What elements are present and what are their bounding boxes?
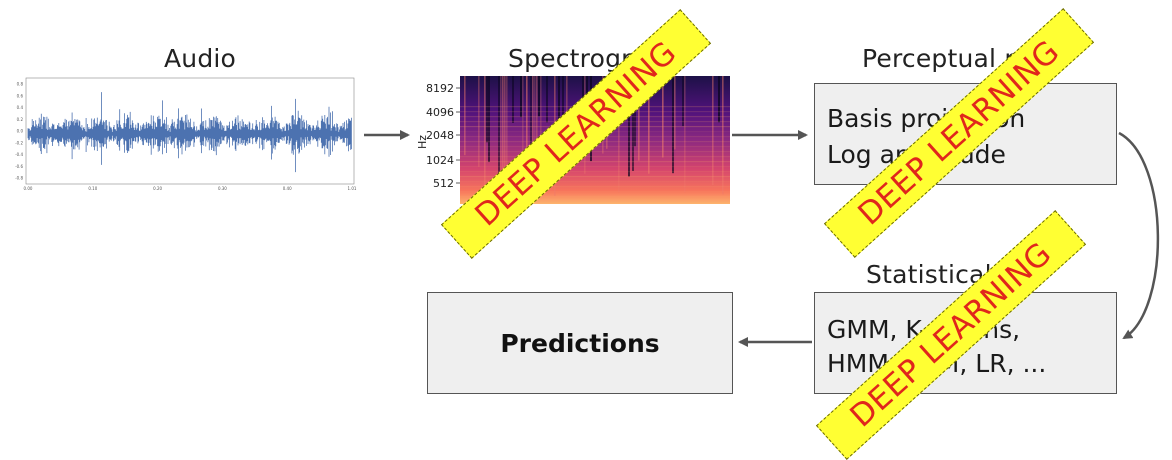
spectrogram-y-tick: 4096 bbox=[426, 106, 454, 119]
waveform-x-tick: 0.20 bbox=[153, 186, 162, 191]
waveform-x-tick: 1.01 bbox=[348, 186, 357, 191]
predictions-label: Predictions bbox=[500, 328, 660, 358]
predictions-box: Predictions bbox=[427, 292, 733, 394]
audio-label: Audio bbox=[164, 44, 237, 73]
waveform-y-tick: 0.6 bbox=[17, 93, 24, 98]
flow-arrows bbox=[364, 130, 1160, 347]
spectrogram-y-tick: 2048 bbox=[426, 129, 454, 142]
waveform-y-tick: -0.4 bbox=[15, 152, 23, 157]
waveform-y-tick: -0.2 bbox=[15, 140, 23, 145]
waveform-y-tick: 0.4 bbox=[17, 105, 24, 110]
waveform-plot: 0.8 0.6 0.4 0.2 0.0 -0.2 -0.4 -0.6 -0.8 0.00 0.10… bbox=[15, 77, 357, 191]
arrow-perceptual-to-statistical bbox=[1118, 131, 1160, 340]
spectrogram-y-tick: 8192 bbox=[426, 82, 454, 95]
waveform-x-tick: 0.10 bbox=[88, 186, 97, 191]
waveform-x-tick: 0.40 bbox=[283, 186, 292, 191]
spectrogram-y-tick: 512 bbox=[433, 177, 454, 190]
waveform-y-tick: -0.8 bbox=[15, 176, 23, 181]
waveform-y-tick: -0.6 bbox=[15, 164, 23, 169]
waveform-y-tick: 0.2 bbox=[17, 117, 24, 122]
spectrogram-axis-label: Hz bbox=[416, 135, 429, 149]
waveform-y-tick: 0.8 bbox=[17, 82, 24, 87]
waveform-signal bbox=[27, 92, 352, 173]
waveform-x-tick: 0.30 bbox=[218, 186, 227, 191]
spectrogram-y-tick: 1024 bbox=[426, 154, 454, 167]
waveform-y-tick: 0.0 bbox=[17, 129, 24, 134]
waveform-x-tick: 0.00 bbox=[24, 186, 33, 191]
